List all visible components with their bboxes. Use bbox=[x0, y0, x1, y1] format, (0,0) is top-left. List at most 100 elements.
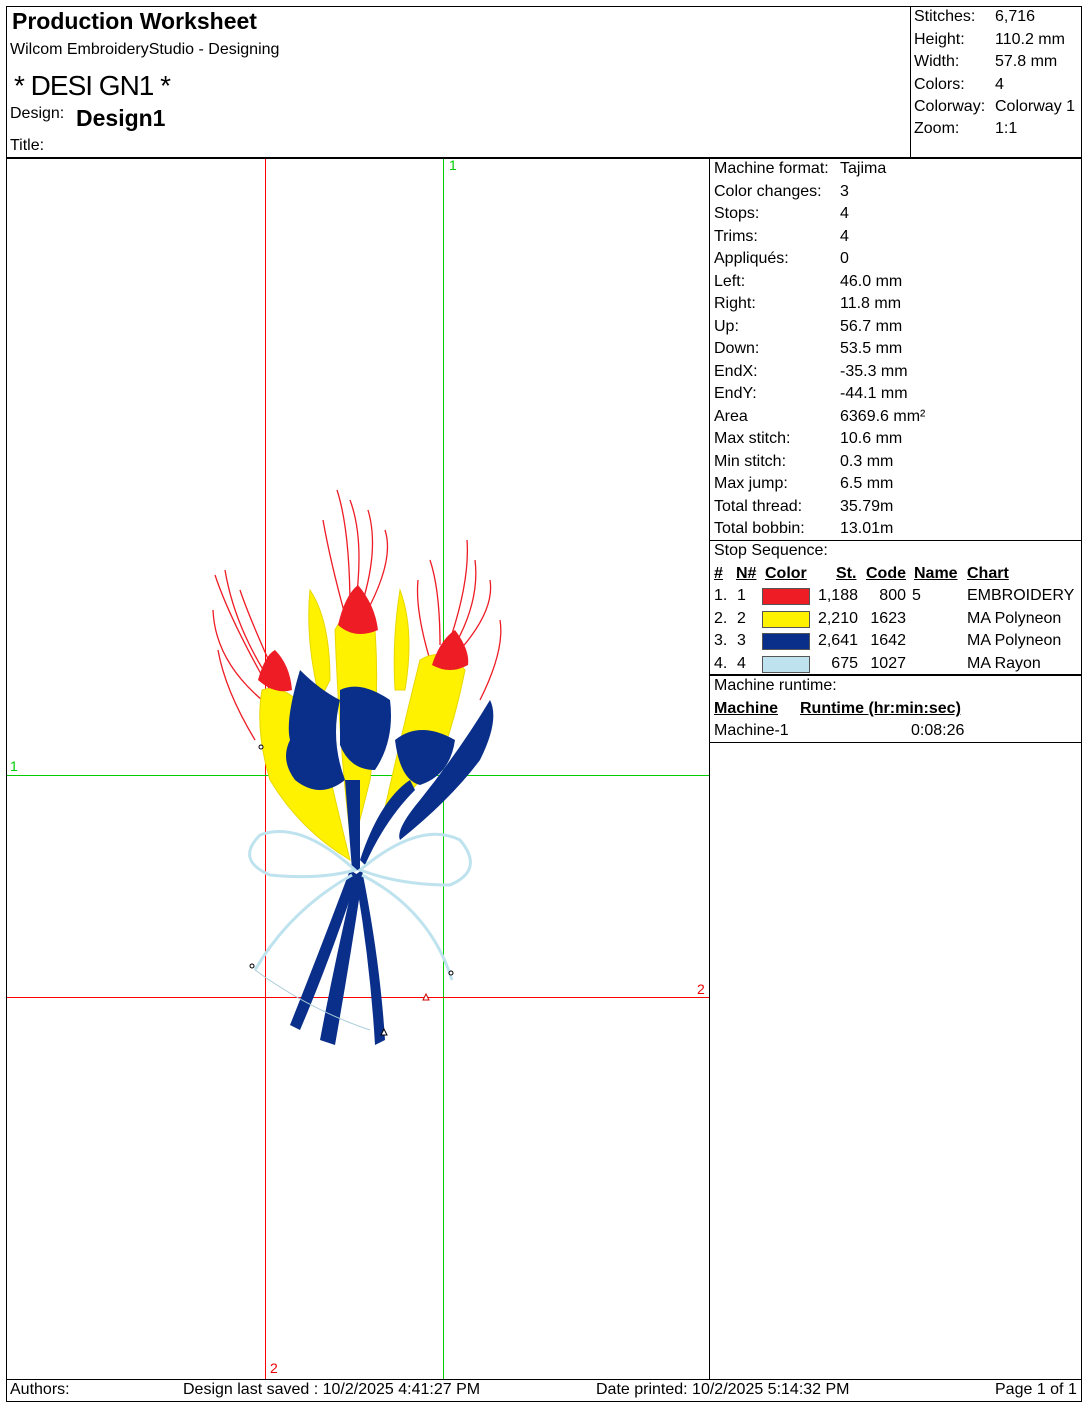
stop-name: 5 bbox=[912, 587, 921, 604]
summary-label: Zoom: bbox=[914, 120, 960, 137]
stop-num: 1. bbox=[714, 587, 728, 604]
color-swatch bbox=[762, 633, 810, 650]
page-title: Production Worksheet bbox=[12, 8, 257, 34]
embroidery-design bbox=[212, 489, 502, 1045]
stop-num: 2. bbox=[714, 609, 728, 627]
stop-n: 3 bbox=[737, 632, 746, 649]
summary-value: 110.2 mm bbox=[995, 31, 1065, 48]
stop-code: 800 bbox=[879, 587, 906, 604]
guide-label-v2: 2 bbox=[270, 1360, 278, 1376]
stop-sequence-title: Stop Sequence: bbox=[714, 542, 828, 559]
design-code: * DESI GN1 * bbox=[14, 70, 171, 101]
stitch-markers bbox=[249, 744, 454, 1036]
property-value: 6.5 mm bbox=[840, 475, 894, 492]
stop-chart: MA Polyneon bbox=[967, 609, 1062, 627]
stop-stitches: 2,210 bbox=[817, 609, 858, 627]
summary-label: Stitches: bbox=[914, 8, 976, 25]
design-name: Design1 bbox=[76, 105, 166, 131]
property-value: 35.79m bbox=[840, 497, 894, 515]
footer-authors: Authors: bbox=[10, 1381, 70, 1398]
stop-stitches: 1,188 bbox=[817, 587, 858, 604]
guide-label-v1: 1 bbox=[449, 157, 457, 173]
footer-printed: Date printed: 10/2/2025 5:14:32 PM bbox=[596, 1381, 850, 1398]
stop-stitches: 2,641 bbox=[817, 632, 858, 649]
stop-code: 1623 bbox=[870, 609, 906, 627]
col-chart: Chart bbox=[967, 565, 1009, 582]
property-label: Trims: bbox=[714, 227, 758, 245]
property-value: 0 bbox=[840, 250, 849, 267]
property-value: 4 bbox=[840, 227, 849, 245]
summary-value: 6,716 bbox=[995, 8, 1036, 25]
property-label: Machine format: bbox=[714, 160, 829, 177]
stop-divider bbox=[709, 540, 1082, 541]
ribbon-bow bbox=[248, 830, 472, 1031]
property-label: Area bbox=[714, 407, 748, 425]
summary-value: 1:1 bbox=[995, 120, 1018, 137]
summary-label: Width: bbox=[914, 53, 960, 70]
col-color: Color bbox=[765, 565, 807, 582]
col-name: Name bbox=[914, 565, 958, 582]
runtime-bottom bbox=[709, 742, 1082, 743]
footer-divider bbox=[6, 1379, 1082, 1380]
property-value: 13.01m bbox=[840, 520, 894, 537]
property-label: Down: bbox=[714, 340, 760, 357]
stop-chart: MA Rayon bbox=[967, 654, 1041, 672]
runtime-col-time: Runtime (hr:min:sec) bbox=[800, 700, 961, 717]
flowers-blue bbox=[286, 670, 494, 1045]
property-value: 3 bbox=[840, 182, 849, 200]
title-label: Title: bbox=[10, 137, 45, 154]
summary-label: Colorway: bbox=[914, 98, 986, 115]
property-value: 11.8 mm bbox=[840, 295, 902, 312]
footer-page: Page 1 of 1 bbox=[995, 1381, 1077, 1398]
property-value: 4 bbox=[840, 205, 849, 222]
property-label: Total thread: bbox=[714, 497, 803, 515]
property-label: Color changes: bbox=[714, 182, 822, 200]
property-label: Right: bbox=[714, 295, 756, 312]
col-code: Code bbox=[866, 565, 906, 582]
header-divider bbox=[6, 157, 1082, 159]
panel-divider bbox=[709, 158, 710, 1380]
color-swatch bbox=[762, 588, 810, 605]
property-value: 53.5 mm bbox=[840, 340, 903, 357]
property-label: EndY: bbox=[714, 385, 757, 402]
stop-num: 3. bbox=[714, 632, 728, 649]
runtime-col-machine: Machine bbox=[714, 700, 779, 717]
property-value: 46.0 mm bbox=[840, 272, 903, 290]
property-value: -44.1 mm bbox=[840, 385, 908, 402]
color-swatch bbox=[762, 655, 810, 673]
stop-code: 1027 bbox=[870, 654, 906, 672]
wheat-tips-red bbox=[258, 585, 469, 692]
property-label: Max stitch: bbox=[714, 430, 791, 447]
summary-value: Colorway 1 bbox=[995, 98, 1076, 115]
runtime-divider bbox=[709, 674, 1082, 676]
color-swatch bbox=[762, 610, 810, 628]
stop-chart: EMBROIDERY bbox=[967, 587, 1075, 604]
design-label: Design: bbox=[10, 105, 65, 122]
stop-num: 4. bbox=[714, 654, 728, 672]
design-canvas bbox=[7, 159, 709, 1379]
property-value: -35.3 mm bbox=[840, 362, 908, 380]
property-value: 6369.6 mm² bbox=[840, 407, 926, 425]
app-subtitle: Wilcom EmbroideryStudio - Designing bbox=[10, 41, 280, 58]
summary-divider bbox=[910, 6, 911, 158]
stop-stitches: 675 bbox=[831, 654, 858, 672]
col-st: St. bbox=[836, 565, 857, 582]
summary-label: Colors: bbox=[914, 76, 965, 93]
runtime-machine: Machine-1 bbox=[714, 722, 789, 739]
guide-label-h1: 1 bbox=[10, 758, 18, 774]
stop-n: 1 bbox=[737, 587, 746, 604]
property-value: Tajima bbox=[840, 160, 887, 177]
footer-saved: Design last saved : 10/2/2025 4:41:27 PM bbox=[183, 1381, 481, 1398]
stop-n: 2 bbox=[737, 609, 746, 627]
runtime-title: Machine runtime: bbox=[714, 677, 837, 694]
property-label: Total bobbin: bbox=[714, 520, 805, 537]
guide-label-h2: 2 bbox=[697, 981, 705, 997]
runtime-value: 0:08:26 bbox=[911, 722, 965, 739]
property-label: Max jump: bbox=[714, 475, 788, 492]
property-value: 10.6 mm bbox=[840, 430, 903, 447]
property-label: Left: bbox=[714, 272, 746, 290]
stop-code: 1642 bbox=[870, 632, 906, 649]
col-num: # bbox=[714, 565, 723, 582]
property-label: Stops: bbox=[714, 205, 760, 222]
property-value: 0.3 mm bbox=[840, 452, 894, 470]
